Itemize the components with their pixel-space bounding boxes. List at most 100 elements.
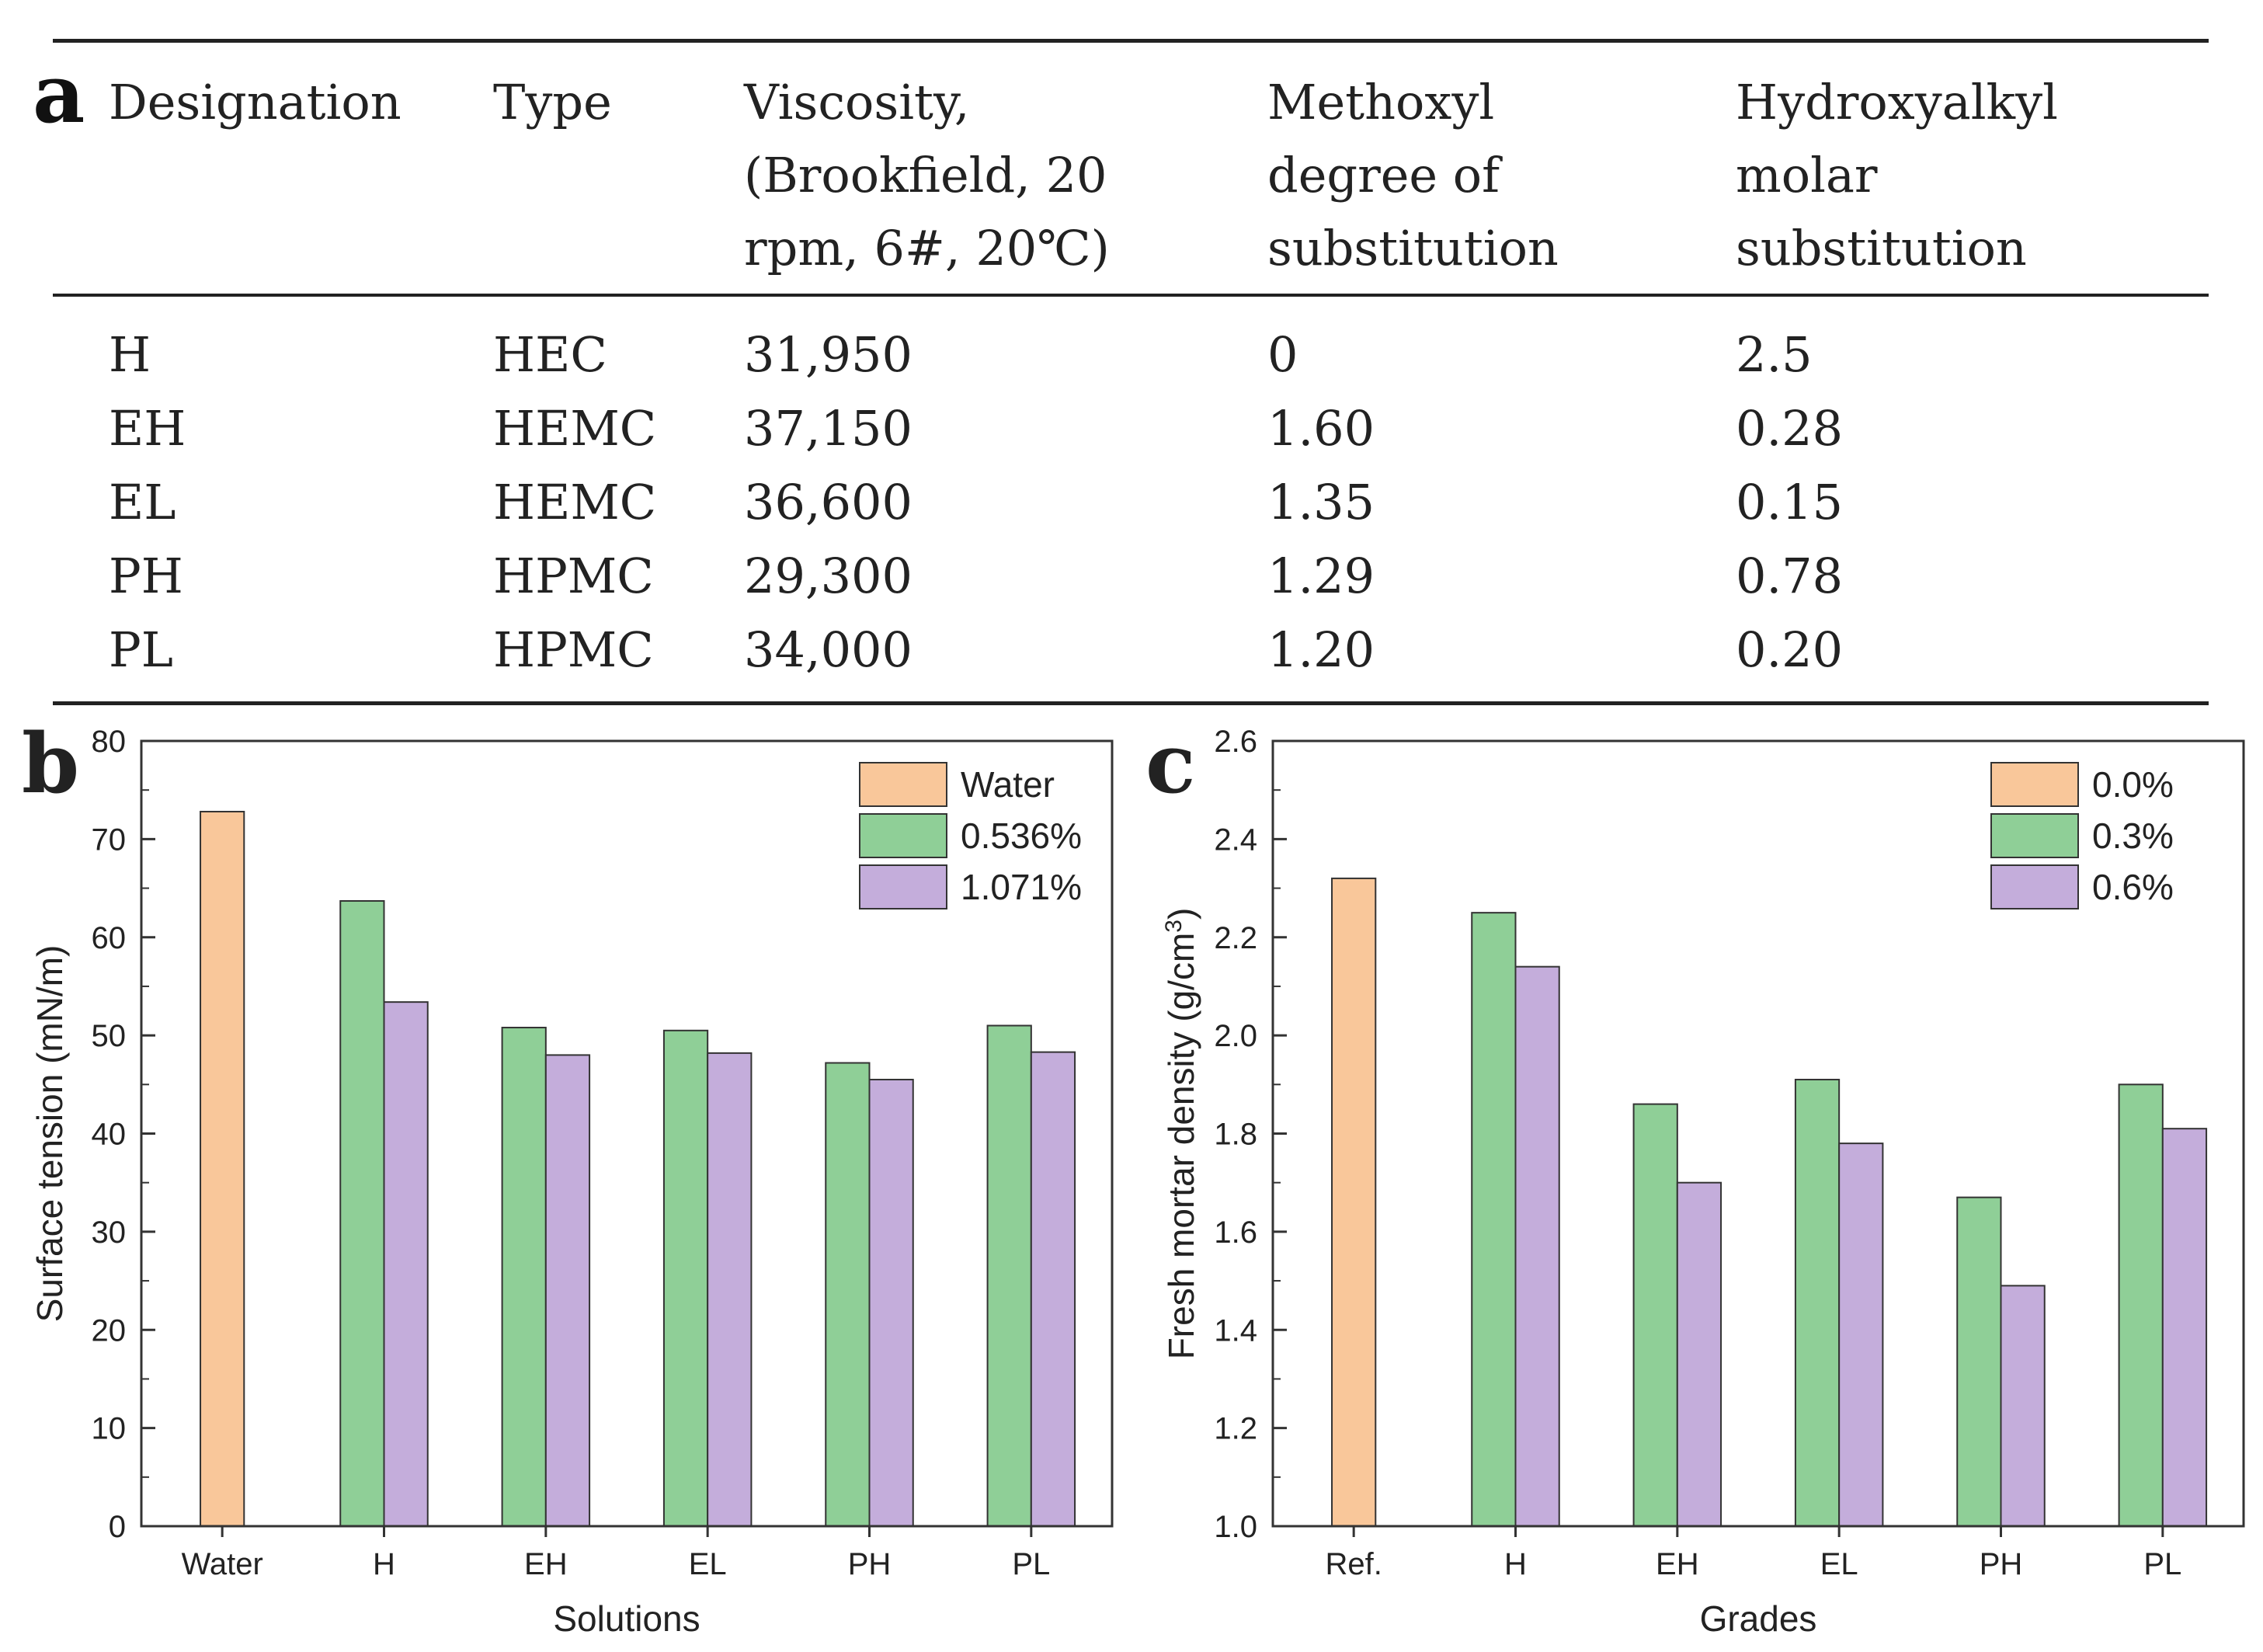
cell-viscosity: 36,600: [744, 474, 912, 530]
x-tick-label: PH: [848, 1547, 892, 1581]
legend-swatch-1071: [859, 864, 947, 909]
bar-06-EH: [1676, 1181, 1722, 1527]
cell-type: HEMC: [493, 474, 657, 530]
table-header-rule: [53, 294, 2209, 297]
cell-hydroxyalkyl: 0.78: [1736, 548, 1844, 604]
bar-03-EL: [1794, 1078, 1841, 1527]
legend-label: 1.071%: [961, 867, 1082, 907]
bar-0536-EH: [501, 1027, 547, 1527]
header-designation: Designation: [109, 74, 402, 130]
x-tick-label: EH: [1656, 1547, 1699, 1581]
header-type: Type: [493, 74, 612, 130]
legend-swatch-03: [1990, 813, 2079, 858]
y-tick-label: 50: [92, 1019, 127, 1053]
bar-06-EL: [1838, 1142, 1884, 1527]
legend-label: 0.6%: [2092, 867, 2174, 907]
y-tick-label: 30: [92, 1216, 127, 1250]
cell-type: HEC: [493, 326, 607, 383]
cell-viscosity: 37,150: [744, 400, 912, 457]
y-tick-label: 1.2: [1214, 1412, 1257, 1446]
cell-hydroxyalkyl: 0.15: [1736, 474, 1844, 530]
x-tick-label: EL: [1820, 1547, 1858, 1581]
legend-label: 0.0%: [2092, 764, 2174, 805]
legend-label: 0.3%: [2092, 816, 2174, 856]
y-tick-label: 2.2: [1214, 921, 1257, 955]
cell-type: HEMC: [493, 400, 657, 457]
y-tick-label: 60: [92, 921, 127, 955]
cell-viscosity: 31,950: [744, 326, 912, 383]
cell-methoxyl: 0: [1267, 326, 1298, 383]
bar-0536-H: [339, 899, 385, 1527]
bar-03-PH: [1956, 1196, 2002, 1527]
cell-methoxyl: 1.20: [1267, 621, 1375, 678]
y-tick-label: 1.0: [1214, 1510, 1257, 1544]
plot-frame: [1271, 739, 2245, 1528]
y-tick-label: 1.4: [1214, 1313, 1257, 1348]
cell-methoxyl: 1.29: [1267, 548, 1375, 604]
panel-a-label: a: [33, 46, 85, 141]
cell-hydroxyalkyl: 0.28: [1736, 400, 1844, 457]
table-top-rule: [53, 39, 2209, 43]
cell-designation: EH: [109, 400, 186, 457]
bar-0536-PL: [986, 1024, 1032, 1527]
bar-03-EH: [1632, 1103, 1678, 1527]
x-tick-label: PL: [1012, 1547, 1050, 1581]
bar-Water-Water: [200, 810, 245, 1528]
bar-1071-EL: [707, 1052, 753, 1527]
header-hydroxyalkyl: Hydroxyalkyl molar substitution: [1736, 74, 2058, 276]
cell-methoxyl: 1.60: [1267, 400, 1375, 457]
legend-label: 0.536%: [961, 816, 1082, 856]
y-tick-label: 10: [92, 1412, 127, 1446]
cell-designation: PL: [109, 621, 173, 678]
bar-03-H: [1471, 912, 1517, 1527]
x-tick-label: PL: [2143, 1547, 2181, 1581]
y-tick-label: 1.8: [1214, 1118, 1257, 1152]
legend-swatch-Water: [859, 762, 947, 807]
bar-1071-EH: [544, 1054, 591, 1527]
x-tick-label: PH: [1980, 1547, 2023, 1581]
y-tick-label: 1.6: [1214, 1216, 1257, 1250]
y-tick-label: 2.6: [1214, 725, 1257, 759]
cell-designation: PH: [109, 548, 183, 604]
panel-b-label: b: [22, 715, 79, 812]
cell-type: HPMC: [493, 621, 654, 678]
x-axis-title: Solutions: [553, 1598, 700, 1639]
bar-1071-PL: [1030, 1051, 1076, 1527]
x-tick-label: H: [1504, 1547, 1527, 1581]
y-tick-label: 2.4: [1214, 823, 1257, 857]
cell-viscosity: 29,300: [744, 548, 912, 604]
bar-06-PH: [2000, 1285, 2046, 1527]
cell-designation: H: [109, 326, 151, 383]
y-tick-label: 20: [92, 1313, 127, 1348]
table-bottom-rule: [53, 701, 2209, 705]
y-tick-label: 70: [92, 823, 127, 857]
cell-hydroxyalkyl: 0.20: [1736, 621, 1844, 678]
y-tick-label: 0: [109, 1510, 126, 1544]
bar-00-Ref: [1331, 877, 1377, 1528]
y-axis-title: Surface tension (mN/m): [30, 945, 70, 1323]
x-tick-label: Ref.: [1325, 1547, 1382, 1581]
fresh-mortar-density-chart: c 1.0 1.2 1.4 1.6 1.8 2.0 2.2 2.4 2.6 Ref. H EH EL PH P…: [1145, 715, 2245, 1639]
bar-0536-EL: [662, 1029, 709, 1527]
cell-viscosity: 34,000: [744, 621, 912, 678]
bar-0536-PH: [825, 1062, 871, 1527]
bar-06-H: [1514, 965, 1560, 1528]
x-tick-label: EH: [524, 1547, 568, 1581]
panel-c-label: c: [1145, 715, 1196, 812]
y-tick-label: 80: [92, 725, 127, 759]
y-axis-title: Fresh mortar density (g/cm3): [1161, 908, 1202, 1360]
bar-1071-PH: [868, 1078, 914, 1527]
legend-swatch-00: [1990, 762, 2079, 807]
y-tick-label: 2.0: [1214, 1019, 1257, 1053]
header-viscosity: Viscosity, (Brookfield, 20 rpm, 6#, 20℃): [744, 74, 1110, 276]
cell-hydroxyalkyl: 2.5: [1736, 326, 1813, 383]
x-tick-label: Water: [182, 1547, 263, 1581]
bar-06-PL: [2161, 1128, 2208, 1528]
x-tick-label: H: [373, 1547, 395, 1581]
cell-methoxyl: 1.35: [1267, 474, 1375, 530]
bar-1071-H: [383, 1001, 429, 1528]
legend-swatch-06: [1990, 864, 2079, 909]
cell-designation: EL: [109, 474, 176, 530]
x-tick-label: EL: [689, 1547, 727, 1581]
legend-label: Water: [961, 764, 1055, 805]
